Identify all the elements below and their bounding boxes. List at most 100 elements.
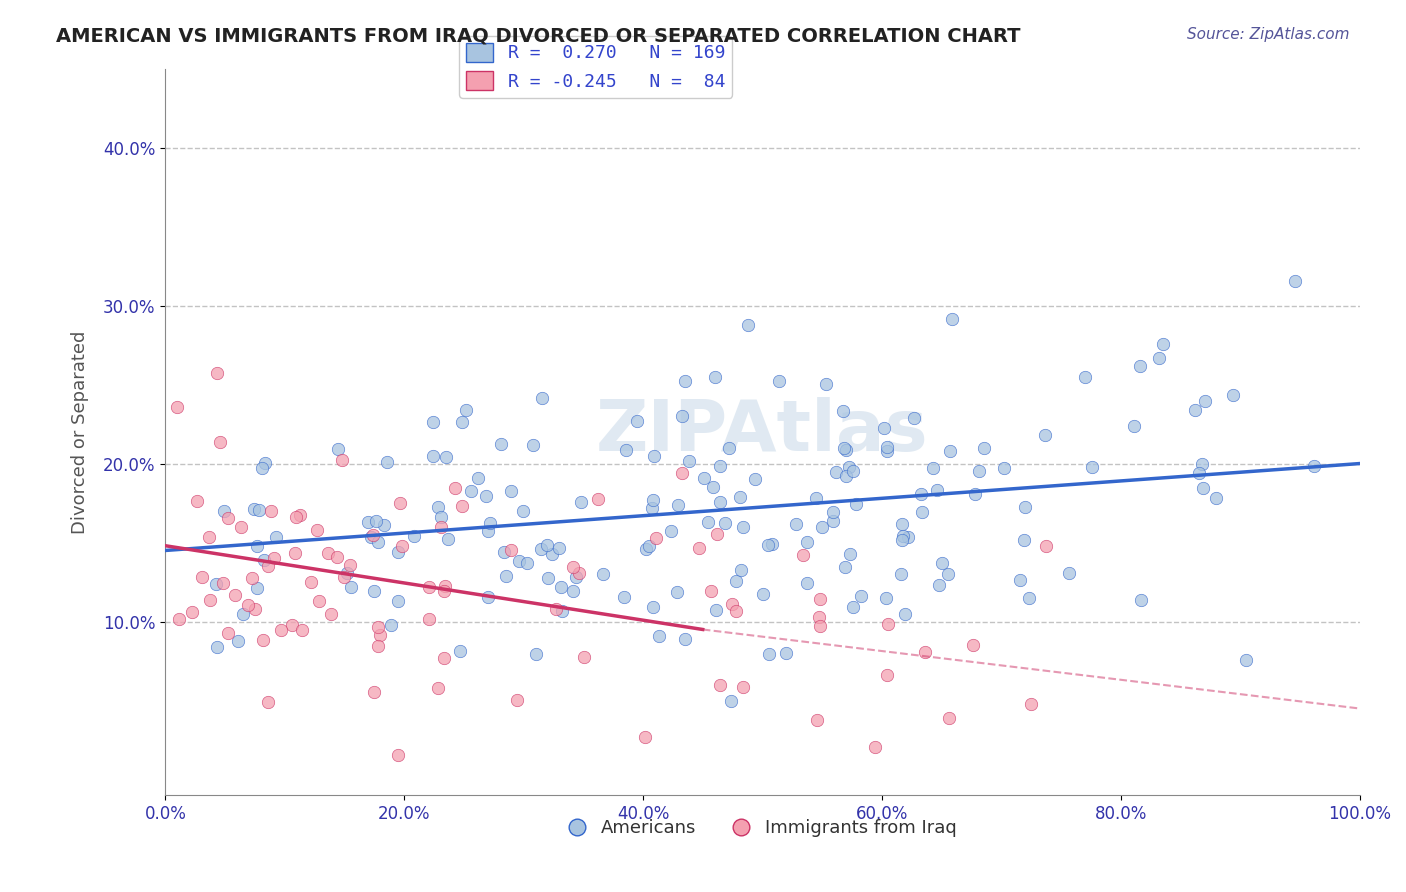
Point	[897, 530, 920, 544]
Point	[804, 491, 827, 505]
Point	[890, 566, 912, 581]
Point	[825, 465, 848, 479]
Point	[671, 467, 693, 481]
Point	[426, 500, 449, 514]
Point	[1191, 458, 1213, 472]
Point	[252, 461, 274, 475]
Point	[360, 530, 382, 544]
Point	[925, 483, 948, 498]
Point	[706, 603, 728, 617]
Point	[186, 494, 208, 508]
Point	[243, 502, 266, 516]
Point	[1018, 591, 1040, 606]
Point	[489, 436, 512, 450]
Point	[198, 531, 221, 545]
Point	[356, 515, 378, 529]
Point	[524, 648, 547, 662]
Point	[832, 442, 855, 456]
Point	[1188, 467, 1211, 481]
Point	[217, 626, 239, 640]
Point	[967, 464, 990, 478]
Point	[391, 539, 413, 553]
Point	[506, 693, 529, 707]
Point	[565, 570, 588, 584]
Point	[775, 646, 797, 660]
Point	[208, 434, 231, 449]
Point	[1008, 573, 1031, 587]
Point	[785, 516, 807, 531]
Point	[249, 503, 271, 517]
Point	[810, 519, 832, 533]
Point	[938, 444, 960, 458]
Point	[752, 587, 775, 601]
Point	[720, 597, 742, 611]
Point	[592, 566, 614, 581]
Point	[849, 589, 872, 603]
Point	[232, 607, 254, 622]
Point	[1205, 491, 1227, 506]
Point	[205, 577, 228, 591]
Point	[373, 518, 395, 533]
Point	[451, 416, 474, 430]
Point	[451, 499, 474, 513]
Point	[1074, 369, 1097, 384]
Point	[499, 542, 522, 557]
Point	[380, 618, 402, 632]
Point	[541, 547, 564, 561]
Point	[614, 443, 637, 458]
Point	[626, 413, 648, 427]
Point	[661, 524, 683, 538]
Point	[207, 640, 229, 654]
Point	[568, 566, 591, 580]
Point	[928, 578, 950, 592]
Point	[1303, 458, 1326, 473]
Point	[731, 681, 754, 695]
Point	[236, 598, 259, 612]
Point	[641, 600, 664, 615]
Point	[965, 487, 987, 501]
Point	[718, 441, 741, 455]
Point	[212, 575, 235, 590]
Point	[796, 535, 818, 549]
Point	[387, 748, 409, 763]
Point	[319, 607, 342, 621]
Point	[645, 531, 668, 545]
Point	[673, 374, 696, 388]
Point	[1192, 481, 1215, 495]
Point	[387, 545, 409, 559]
Point	[264, 530, 287, 544]
Text: ZIPAtlas: ZIPAtlas	[596, 398, 929, 467]
Point	[340, 580, 363, 594]
Point	[422, 415, 444, 429]
Point	[613, 590, 636, 604]
Point	[671, 409, 693, 424]
Point	[806, 713, 828, 727]
Point	[224, 588, 246, 602]
Point	[284, 546, 307, 560]
Point	[792, 548, 814, 562]
Point	[703, 370, 725, 384]
Point	[725, 604, 748, 618]
Point	[290, 508, 312, 522]
Text: AMERICAN VS IMMIGRANTS FROM IRAQ DIVORCED OR SEPARATED CORRELATION CHART: AMERICAN VS IMMIGRANTS FROM IRAQ DIVORCE…	[56, 27, 1021, 45]
Point	[547, 541, 569, 555]
Point	[479, 516, 502, 530]
Point	[512, 504, 534, 518]
Point	[367, 535, 389, 549]
Point	[1152, 337, 1174, 351]
Point	[437, 532, 460, 546]
Point	[388, 496, 411, 510]
Point	[231, 520, 253, 534]
Point	[477, 590, 499, 604]
Point	[693, 471, 716, 485]
Point	[402, 529, 425, 543]
Point	[713, 516, 735, 530]
Point	[725, 574, 748, 588]
Point	[370, 628, 392, 642]
Point	[936, 566, 959, 581]
Point	[823, 514, 845, 528]
Point	[387, 594, 409, 608]
Point	[876, 616, 898, 631]
Point	[648, 629, 671, 643]
Point	[588, 491, 610, 506]
